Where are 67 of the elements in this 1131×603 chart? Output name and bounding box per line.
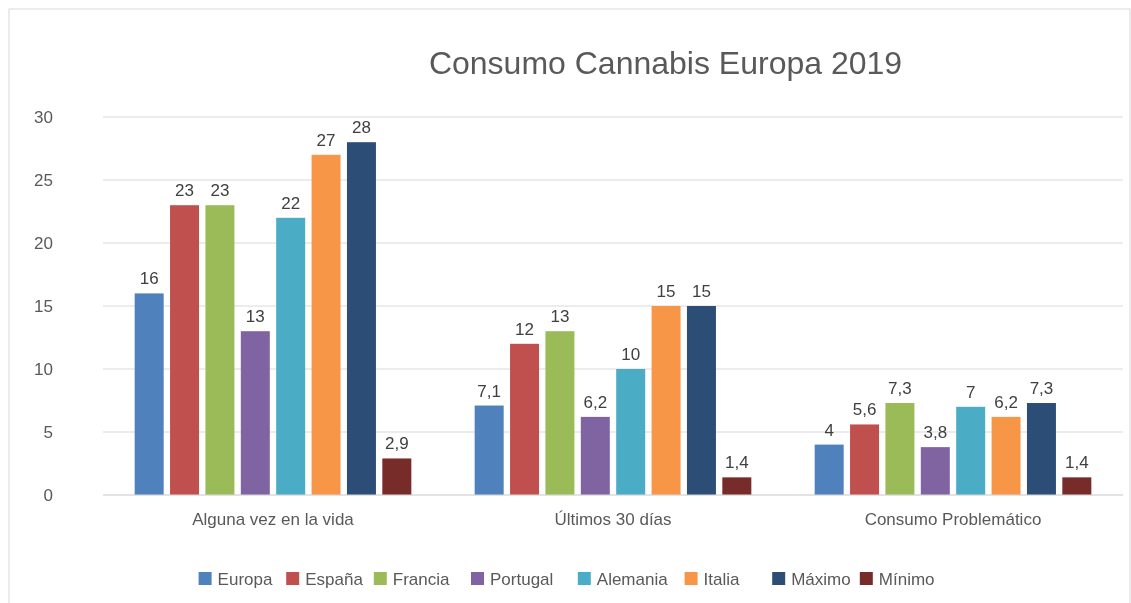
bar	[205, 205, 235, 495]
chart-title: Consumo Cannabis Europa 2019	[428, 45, 903, 81]
bar	[545, 331, 575, 495]
data-label: 1,4	[725, 453, 749, 473]
data-label: 10	[621, 345, 641, 364]
legend-label: Alemania	[596, 569, 669, 589]
bar	[686, 306, 716, 495]
data-label: 23	[210, 181, 230, 201]
legend-label: Portugal	[490, 569, 554, 589]
bar	[346, 142, 376, 495]
bar	[382, 458, 412, 495]
y-tick-label: 15	[34, 296, 53, 316]
legend-label: Francia	[392, 569, 451, 589]
data-label: 15	[691, 282, 711, 301]
data-label: 28	[351, 118, 371, 138]
data-label: 6,2	[994, 392, 1018, 412]
data-label: 27	[316, 130, 336, 150]
bar	[1062, 477, 1092, 495]
data-label: 15	[656, 282, 676, 301]
bar	[956, 406, 986, 495]
bar	[170, 205, 200, 495]
y-tick-label: 10	[34, 359, 53, 379]
x-tick-label: Últimos 30 días	[554, 510, 672, 529]
y-tick-label: 0	[43, 485, 53, 505]
bar	[651, 306, 681, 495]
y-tick-label: 25	[34, 170, 53, 190]
bar	[240, 331, 270, 495]
legend-label: Italia	[703, 569, 741, 589]
legend-label: Europa	[217, 569, 273, 589]
data-label: 7,1	[477, 381, 501, 401]
bar	[311, 154, 341, 495]
data-label: 1,4	[1065, 453, 1089, 473]
bar	[850, 424, 880, 495]
data-label: 16	[139, 269, 159, 289]
data-label: 5,6	[852, 400, 877, 420]
bar	[474, 405, 504, 495]
data-label: 23	[175, 181, 195, 201]
bar	[885, 403, 915, 495]
data-label: 7	[965, 382, 976, 402]
bar	[920, 447, 950, 495]
bar	[1026, 403, 1056, 495]
bar	[510, 343, 540, 495]
data-label: 3,8	[923, 423, 948, 443]
data-label: 12	[515, 319, 535, 339]
data-label: 6,2	[583, 392, 608, 412]
data-label: 2,9	[385, 434, 409, 454]
data-label: 4	[824, 420, 834, 440]
data-label: 7,3	[1029, 379, 1054, 399]
y-tick-label: 5	[43, 422, 53, 442]
bar	[814, 444, 844, 495]
data-label: 22	[281, 193, 301, 213]
bar	[722, 477, 752, 495]
x-tick-label: Consumo Problemático	[864, 510, 1042, 529]
x-tick-label: Alguna vez en la vida	[192, 510, 355, 529]
y-tick-label: 20	[34, 233, 53, 253]
bar	[134, 293, 164, 495]
legend-label: Mínimo	[878, 569, 935, 589]
data-label: 13	[245, 307, 265, 327]
y-tick-label: 30	[34, 107, 53, 127]
data-label: 13	[550, 307, 570, 327]
bar	[616, 369, 646, 495]
legend-label: Máximo	[791, 569, 851, 589]
data-label: 7,3	[888, 379, 912, 399]
legend-label: España	[305, 569, 364, 589]
bar	[580, 416, 610, 495]
bar	[991, 416, 1021, 495]
bar	[276, 217, 306, 495]
